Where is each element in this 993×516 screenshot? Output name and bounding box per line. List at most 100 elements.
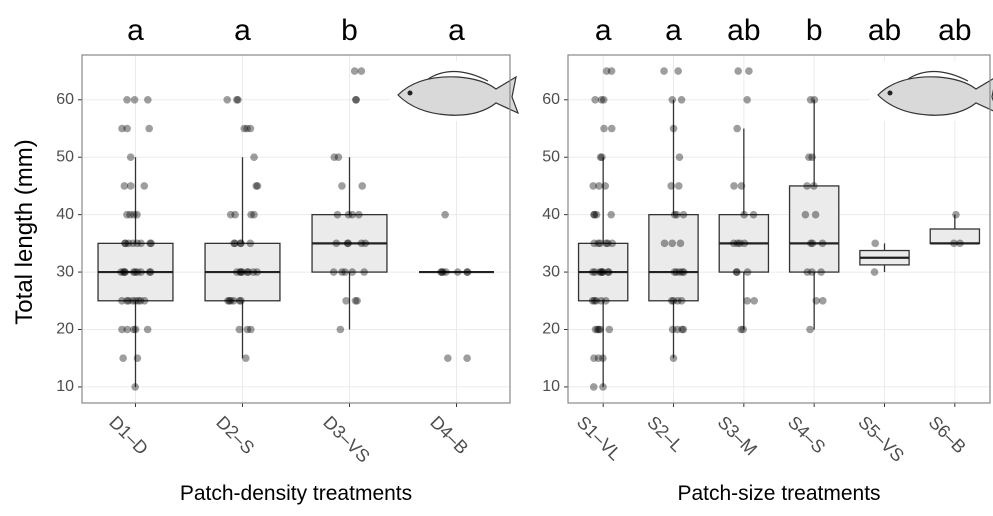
- data-point: [732, 268, 741, 276]
- data-point: [956, 239, 964, 248]
- data-point: [124, 296, 133, 305]
- data-point: [812, 296, 821, 305]
- y-tick-label: 30: [56, 263, 74, 280]
- data-point: [597, 268, 606, 276]
- data-point: [357, 67, 366, 75]
- data-point: [344, 239, 352, 248]
- panel-border: [567, 54, 991, 404]
- y-tick-label: 50: [56, 148, 74, 165]
- x-tick-label: S6–B: [925, 412, 970, 457]
- data-point: [808, 239, 817, 248]
- x-tick-label: S2–L: [643, 412, 687, 456]
- data-point: [126, 153, 135, 162]
- data-point: [130, 95, 139, 104]
- x-tick-label: D1–D: [105, 412, 152, 459]
- data-point: [131, 325, 140, 334]
- data-point: [599, 95, 608, 104]
- data-point: [598, 268, 606, 276]
- y-tick-label: 50: [542, 148, 560, 165]
- data-point: [674, 67, 682, 75]
- significance-letter: a: [665, 14, 682, 47]
- data-point: [341, 268, 349, 276]
- data-point: [230, 239, 238, 248]
- data-point: [243, 325, 252, 334]
- data-point: [330, 153, 339, 162]
- data-point: [602, 239, 610, 248]
- data-point: [437, 268, 446, 276]
- x-tick-label: S1–VL: [573, 412, 625, 464]
- x-axis-label: Patch-density treatments: [180, 482, 412, 505]
- data-point: [596, 153, 605, 162]
- data-point: [133, 268, 142, 276]
- data-point: [231, 210, 239, 219]
- y-tick-label: 30: [542, 263, 560, 280]
- data-point: [590, 210, 599, 219]
- data-point: [133, 210, 141, 219]
- data-point: [129, 268, 138, 276]
- data-point: [679, 325, 688, 334]
- data-point: [131, 383, 139, 391]
- data-point: [124, 239, 133, 248]
- data-point: [733, 268, 741, 276]
- data-point: [351, 296, 360, 305]
- data-point: [128, 296, 137, 305]
- significance-letter: a: [234, 14, 251, 47]
- data-point: [729, 239, 738, 248]
- fish-eye: [407, 90, 413, 96]
- data-point: [590, 239, 599, 248]
- data-point: [673, 325, 682, 334]
- data-point: [590, 210, 598, 219]
- data-point: [137, 239, 145, 248]
- data-point: [673, 296, 682, 305]
- data-point: [733, 124, 741, 133]
- data-point: [678, 268, 687, 276]
- data-point: [679, 210, 688, 219]
- data-point: [140, 296, 149, 305]
- data-point: [240, 124, 249, 133]
- data-point: [247, 210, 255, 219]
- data-point: [675, 268, 684, 276]
- significance-letter: b: [341, 14, 358, 47]
- significance-letter: ab: [938, 14, 971, 47]
- data-point: [590, 354, 598, 363]
- data-point: [133, 354, 142, 363]
- data-point: [140, 182, 149, 190]
- data-point: [355, 210, 363, 219]
- data-point: [123, 95, 131, 104]
- data-point: [360, 268, 368, 276]
- data-point: [594, 239, 603, 248]
- data-point: [870, 268, 879, 276]
- data-point: [226, 210, 235, 219]
- data-point: [118, 325, 126, 334]
- data-point: [129, 239, 137, 248]
- data-point: [123, 296, 131, 305]
- data-point: [808, 268, 816, 276]
- data-point: [660, 67, 668, 75]
- data-point: [660, 239, 669, 248]
- data-point: [595, 182, 603, 190]
- data-point: [607, 210, 616, 219]
- data-point: [237, 296, 245, 305]
- data-point: [737, 182, 746, 190]
- data-point: [453, 268, 462, 276]
- data-point: [603, 239, 612, 248]
- data-point: [669, 354, 678, 363]
- y-tick-label: 40: [56, 206, 74, 223]
- data-point: [236, 239, 245, 248]
- data-point: [244, 268, 253, 276]
- y-tick-label: 60: [542, 91, 560, 108]
- data-point: [121, 239, 129, 248]
- significance-letter: a: [448, 14, 465, 47]
- data-point: [669, 124, 678, 133]
- data-point: [344, 210, 353, 219]
- data-point: [743, 268, 752, 276]
- fish-fin: [427, 70, 489, 82]
- data-point: [818, 239, 827, 248]
- data-point: [358, 182, 367, 190]
- data-point: [588, 296, 597, 305]
- data-point: [441, 210, 449, 219]
- data-point: [592, 296, 600, 305]
- data-point: [129, 210, 138, 219]
- data-point: [601, 296, 610, 305]
- data-point: [338, 182, 346, 190]
